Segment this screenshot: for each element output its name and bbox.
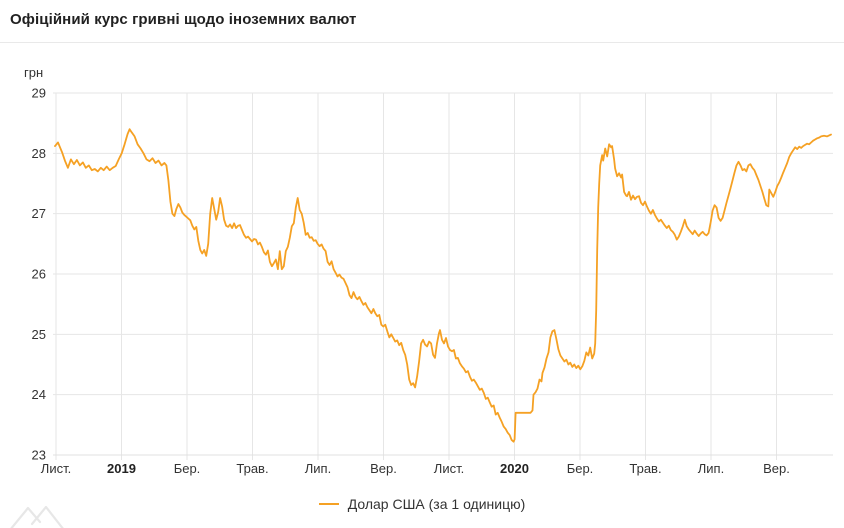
x-tick-label: Трав. [236, 461, 268, 476]
y-axis-unit-label: грн [24, 65, 44, 80]
x-tick-label: Лип. [698, 461, 724, 476]
y-tick-label: 27 [32, 206, 46, 221]
series-line-usd[interactable] [54, 128, 832, 443]
y-tick-label: 26 [32, 267, 46, 282]
x-tick-label: Вер. [370, 461, 397, 476]
legend-label: Долар США (за 1 одиницю) [347, 496, 526, 512]
chart-legend: Долар США (за 1 одиницю) [0, 496, 844, 512]
legend-line-swatch [318, 503, 339, 505]
page-title: Офіційний курс гривні щодо іноземних вал… [10, 11, 357, 28]
x-tick-label: Лист. [434, 461, 464, 476]
y-tick-label: 25 [32, 327, 46, 342]
x-tick-label: Вер. [763, 461, 790, 476]
x-tick-label: Трав. [629, 461, 661, 476]
x-tick-label: Бер. [174, 461, 201, 476]
y-tick-label: 29 [32, 86, 46, 101]
legend-item-usd[interactable]: Долар США (за 1 одиницю) [318, 496, 526, 512]
watermark-peaks-path [10, 506, 64, 528]
y-tick-label: 28 [32, 146, 46, 161]
chart-header: Офіційний курс гривні щодо іноземних вал… [0, 0, 844, 43]
x-tick-label: 2020 [500, 461, 529, 476]
x-tick-label: Лип. [305, 461, 331, 476]
y-tick-label: 23 [32, 448, 46, 463]
x-tick-label: Лист. [41, 461, 71, 476]
y-tick-label: 24 [32, 387, 46, 402]
x-tick-label: Бер. [567, 461, 594, 476]
watermark-mountains-logo [10, 506, 64, 528]
x-tick-label: 2019 [107, 461, 136, 476]
